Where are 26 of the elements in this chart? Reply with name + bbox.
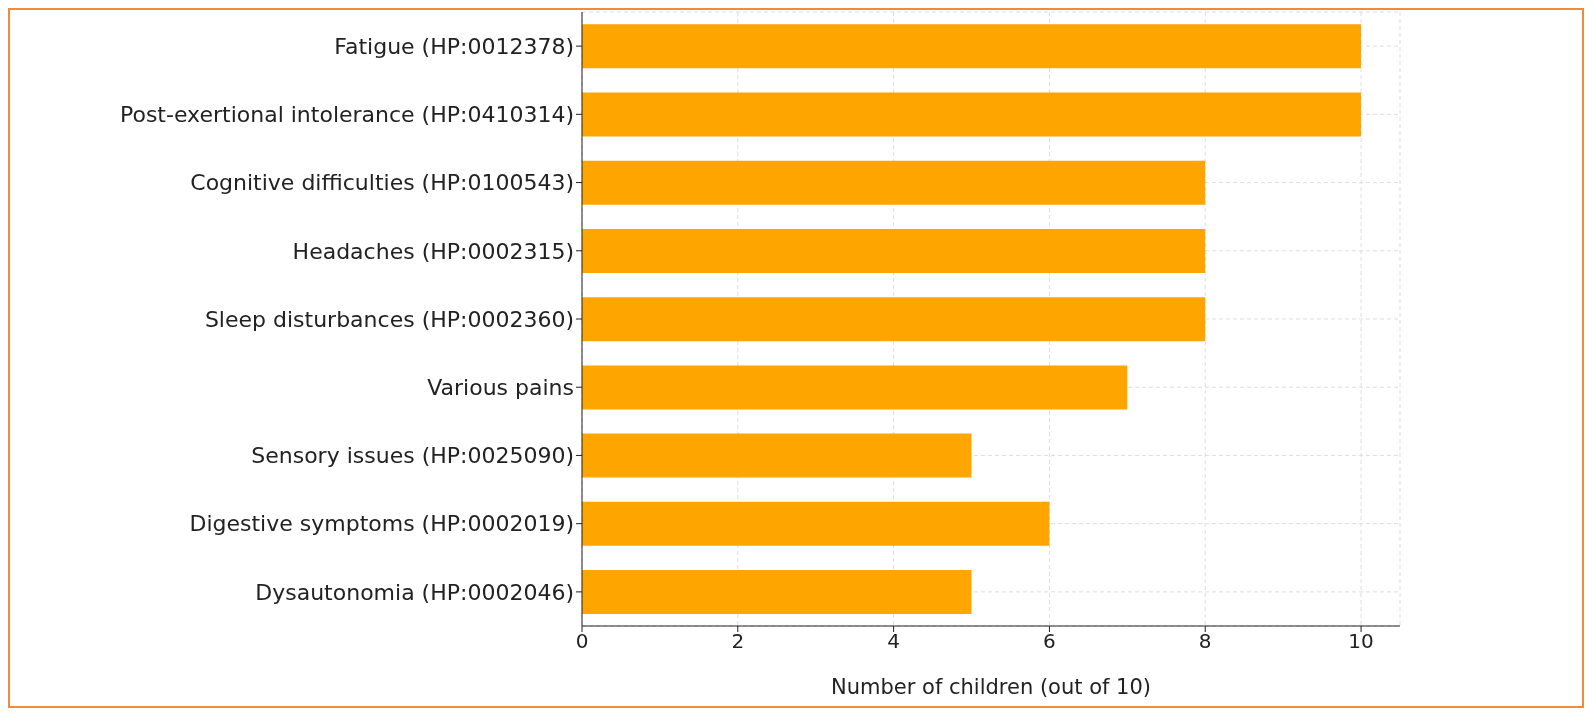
bar — [582, 433, 972, 478]
bar — [582, 24, 1362, 69]
bar — [582, 160, 1206, 205]
bar — [582, 365, 1128, 410]
bar — [582, 92, 1362, 137]
y-tick-label: Sleep disturbances (HP:0002360) — [204, 306, 574, 332]
y-tick-label: Digestive symptoms (HP:0002019) — [189, 511, 574, 537]
bar — [582, 501, 1050, 546]
y-tick-label: Fatigue (HP:0012378) — [334, 33, 574, 59]
bar — [582, 297, 1206, 342]
x-tick-label: 6 — [1043, 629, 1056, 654]
y-tick-label: Various pains — [427, 375, 574, 401]
x-tick-label: 2 — [731, 629, 745, 654]
y-tick-label: Headaches (HP:0002315) — [292, 238, 574, 264]
y-tick-label: Sensory issues (HP:0025090) — [251, 443, 574, 469]
y-tick-label: Dysautonomia (HP:0002046) — [255, 579, 574, 605]
y-tick-label: Post-exertional intolerance (HP:0410314) — [119, 102, 574, 128]
x-tick-label: 8 — [1198, 629, 1212, 654]
bar — [582, 570, 972, 615]
x-axis-title: Number of children (out of 10) — [831, 675, 1151, 699]
x-tick-label: 4 — [887, 629, 900, 654]
x-tick-label: 10 — [1348, 629, 1374, 654]
frame: 0 2 4 6 8 10 Number of children (out of 10) Fatigue (HP:0012378) Post-exertional intolerance (HP:0410314) Cognitive difficulties (HP:0100543) Headaches (HP:0002315) Sleep disturbances (HP:0002360) Various pains Sensory issues (HP:0025090) Digestive symptoms (HP:0002019) Dysautonomia (HP:0002046) — [8, 8, 1584, 708]
y-tick-label: Cognitive difficulties (HP:0100543) — [190, 170, 574, 196]
bar — [582, 228, 1206, 273]
x-tick-label: 0 — [575, 629, 589, 654]
